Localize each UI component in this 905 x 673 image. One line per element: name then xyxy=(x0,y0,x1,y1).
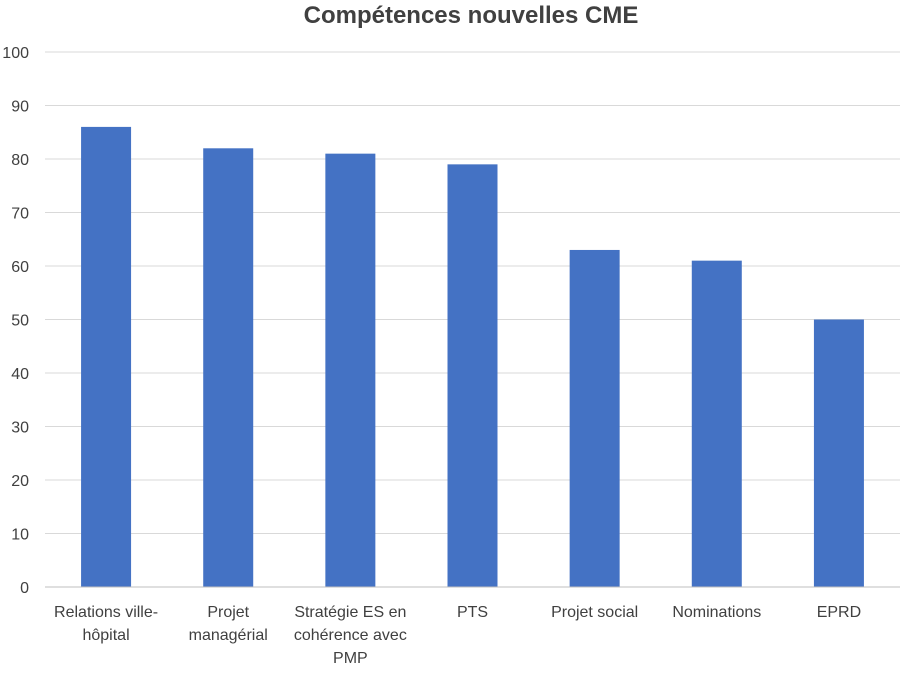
y-tick-label: 80 xyxy=(11,152,29,169)
bar xyxy=(691,260,742,587)
x-category-label: EPRD xyxy=(817,604,861,621)
bar xyxy=(325,153,376,587)
x-category-label: Nominations xyxy=(672,604,761,621)
x-category-label: Projet social xyxy=(551,604,638,621)
y-tick-label: 30 xyxy=(11,420,29,437)
x-axis-categories: Relations ville-hôpital Projet managérial S… xyxy=(54,604,861,667)
x-category-label: Relations ville-hôpital xyxy=(54,604,158,644)
x-category-line: Nominations xyxy=(672,604,761,621)
x-category-line: EPRD xyxy=(817,604,861,621)
y-tick-label: 90 xyxy=(11,99,29,116)
x-category-line: managérial xyxy=(189,627,268,644)
bar xyxy=(813,319,864,587)
y-tick-label: 100 xyxy=(2,45,29,62)
x-category-line: PMP xyxy=(333,650,368,667)
bar xyxy=(81,126,132,588)
x-category-label: Projet managérial xyxy=(189,604,268,644)
x-category-line: Stratégie ES en xyxy=(294,604,406,621)
x-category-label: Stratégie ES en cohérence avec PMP xyxy=(294,604,407,667)
x-category-line: Projet social xyxy=(551,604,638,621)
x-category-label: PTS xyxy=(457,604,488,621)
y-tick-label: 10 xyxy=(11,527,29,544)
x-category-line: hôpital xyxy=(82,627,129,644)
x-category-line: Projet xyxy=(207,604,249,621)
y-tick-label: 20 xyxy=(11,473,29,490)
bar xyxy=(203,148,254,588)
y-tick-label: 40 xyxy=(11,366,29,383)
y-tick-label: 0 xyxy=(20,580,29,597)
x-category-line: PTS xyxy=(457,604,488,621)
chart-title: Compétences nouvelles CME xyxy=(304,2,639,29)
y-tick-label: 70 xyxy=(11,206,29,223)
bar xyxy=(569,249,620,587)
y-tick-label: 60 xyxy=(11,259,29,276)
y-axis-ticks: 0 10 20 30 40 50 60 70 80 90 100 xyxy=(2,45,29,597)
x-category-line: cohérence avec xyxy=(294,627,407,644)
y-tick-label: 50 xyxy=(11,313,29,330)
bars xyxy=(81,126,864,588)
bar xyxy=(447,164,498,587)
x-category-line: Relations ville- xyxy=(54,604,158,621)
